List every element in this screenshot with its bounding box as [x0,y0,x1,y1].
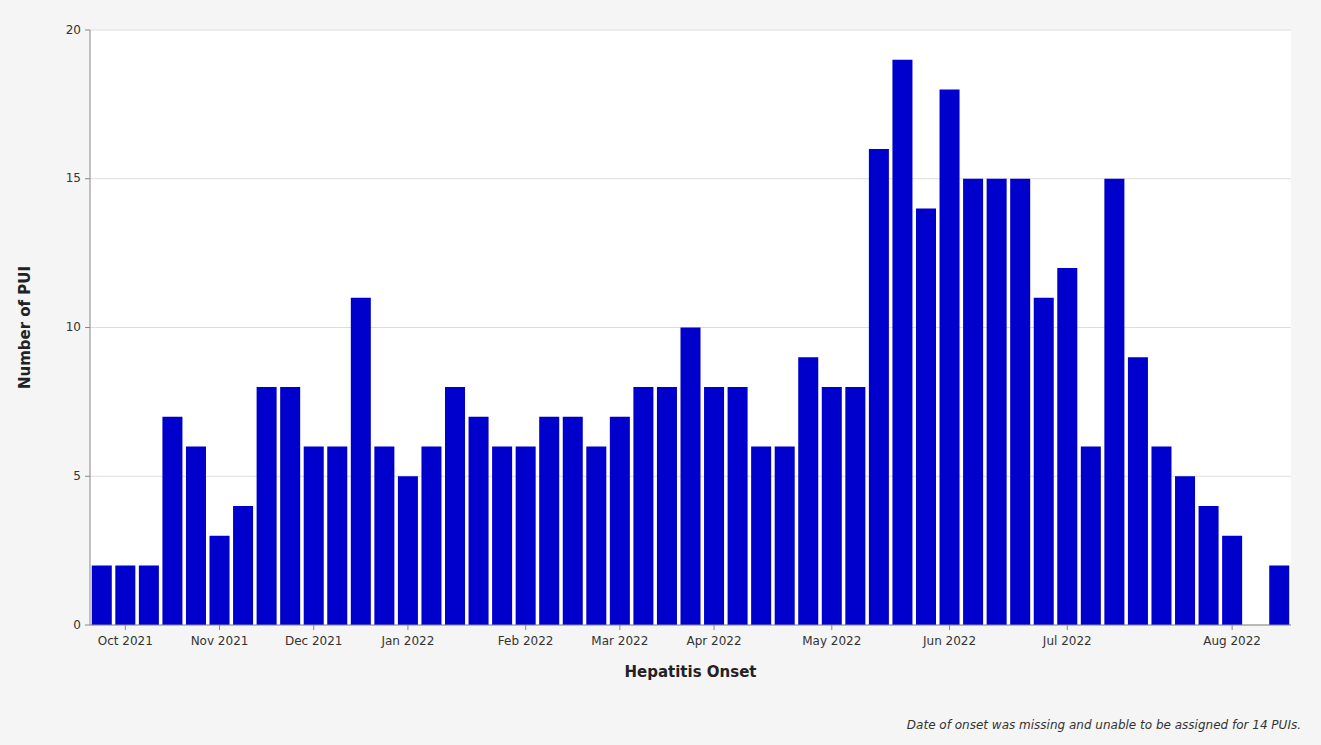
bars [92,60,1289,625]
bar [563,417,583,625]
bar [304,447,324,626]
bar [610,417,630,625]
bar [257,387,277,625]
grid-line [90,625,1291,626]
bar [1151,447,1171,626]
bar [539,417,559,625]
y-grid [90,30,1291,625]
x-tick-label: Jan 2022 [380,634,434,648]
chart: 0 5 10 15 20 Oct 2021 Nov 2021 Dec 2021 Jan 2022… [0,0,1321,745]
bar [1175,476,1195,625]
bar [186,447,206,626]
y-tick [85,327,90,328]
bar [775,447,795,626]
y-tick [85,178,90,179]
bar [657,387,677,625]
x-tick-label: Feb 2022 [498,634,554,648]
bar [139,566,159,626]
x-axis: Oct 2021 Nov 2021 Dec 2021 Jan 2022 Feb 2022… [98,625,1261,648]
x-tick [407,625,408,630]
y-axis: 0 5 10 15 20 [66,23,90,632]
bar [1081,447,1101,626]
bar [916,209,936,626]
x-tick [619,625,620,630]
bar [1128,357,1148,625]
y-tick-label: 20 [66,23,81,37]
x-axis-label: Hepatitis Onset [624,663,756,681]
bar [1222,536,1242,625]
x-tick-label: Dec 2021 [285,634,343,648]
bar [162,417,182,625]
plot-background [90,30,1291,625]
x-tick [219,625,220,630]
x-axis-line [90,625,1291,626]
bar [633,387,653,625]
y-tick [85,476,90,477]
bar [1010,179,1030,625]
bar [798,357,818,625]
bar [1104,179,1124,625]
bar [680,328,700,626]
x-tick-label: Nov 2021 [191,634,249,648]
x-tick [714,625,715,630]
bar [728,387,748,625]
x-tick [125,625,126,630]
x-tick-label: Jun 2022 [922,634,976,648]
bar [1269,566,1289,626]
x-tick-label: Apr 2022 [686,634,741,648]
bar [280,387,300,625]
bar [374,447,394,626]
bar [492,447,512,626]
bar [398,476,418,625]
x-tick [831,625,832,630]
x-tick-label: Aug 2022 [1203,634,1261,648]
bar [351,298,371,625]
bar [92,566,112,626]
y-tick-label: 5 [73,469,81,483]
x-tick-label: Jul 2022 [1042,634,1092,648]
bar [469,417,489,625]
x-tick-label: May 2022 [802,634,861,648]
x-tick [949,625,950,630]
chart-container: 0 5 10 15 20 Oct 2021 Nov 2021 Dec 2021 Jan 2022… [0,0,1321,745]
bar [421,447,441,626]
bar [1034,298,1054,625]
x-tick [1067,625,1068,630]
bar [516,447,536,626]
bar [1057,268,1077,625]
bar [233,506,253,625]
x-tick-label: Mar 2022 [591,634,648,648]
bar [445,387,465,625]
bar [987,179,1007,625]
y-tick [85,30,90,31]
bar [963,179,983,625]
y-axis-label: Number of PUI [16,266,34,389]
y-tick-label: 10 [66,320,81,334]
bar [115,566,135,626]
bar [845,387,865,625]
x-tick-label: Oct 2021 [98,634,153,648]
bar [892,60,912,625]
x-tick [1232,625,1233,630]
grid-line [90,30,1291,31]
x-tick [313,625,314,630]
y-tick-label: 0 [73,618,81,632]
bar [751,447,771,626]
bar [327,447,347,626]
y-tick-label: 15 [66,171,81,185]
x-tick [525,625,526,630]
bar [210,536,230,625]
y-axis-line [90,30,91,625]
bar [704,387,724,625]
bar [586,447,606,626]
bar [869,149,889,625]
bar [1199,506,1219,625]
y-tick [85,625,90,626]
bar [822,387,842,625]
footnote: Date of onset was missing and unable to … [907,718,1301,732]
bar [940,90,960,626]
